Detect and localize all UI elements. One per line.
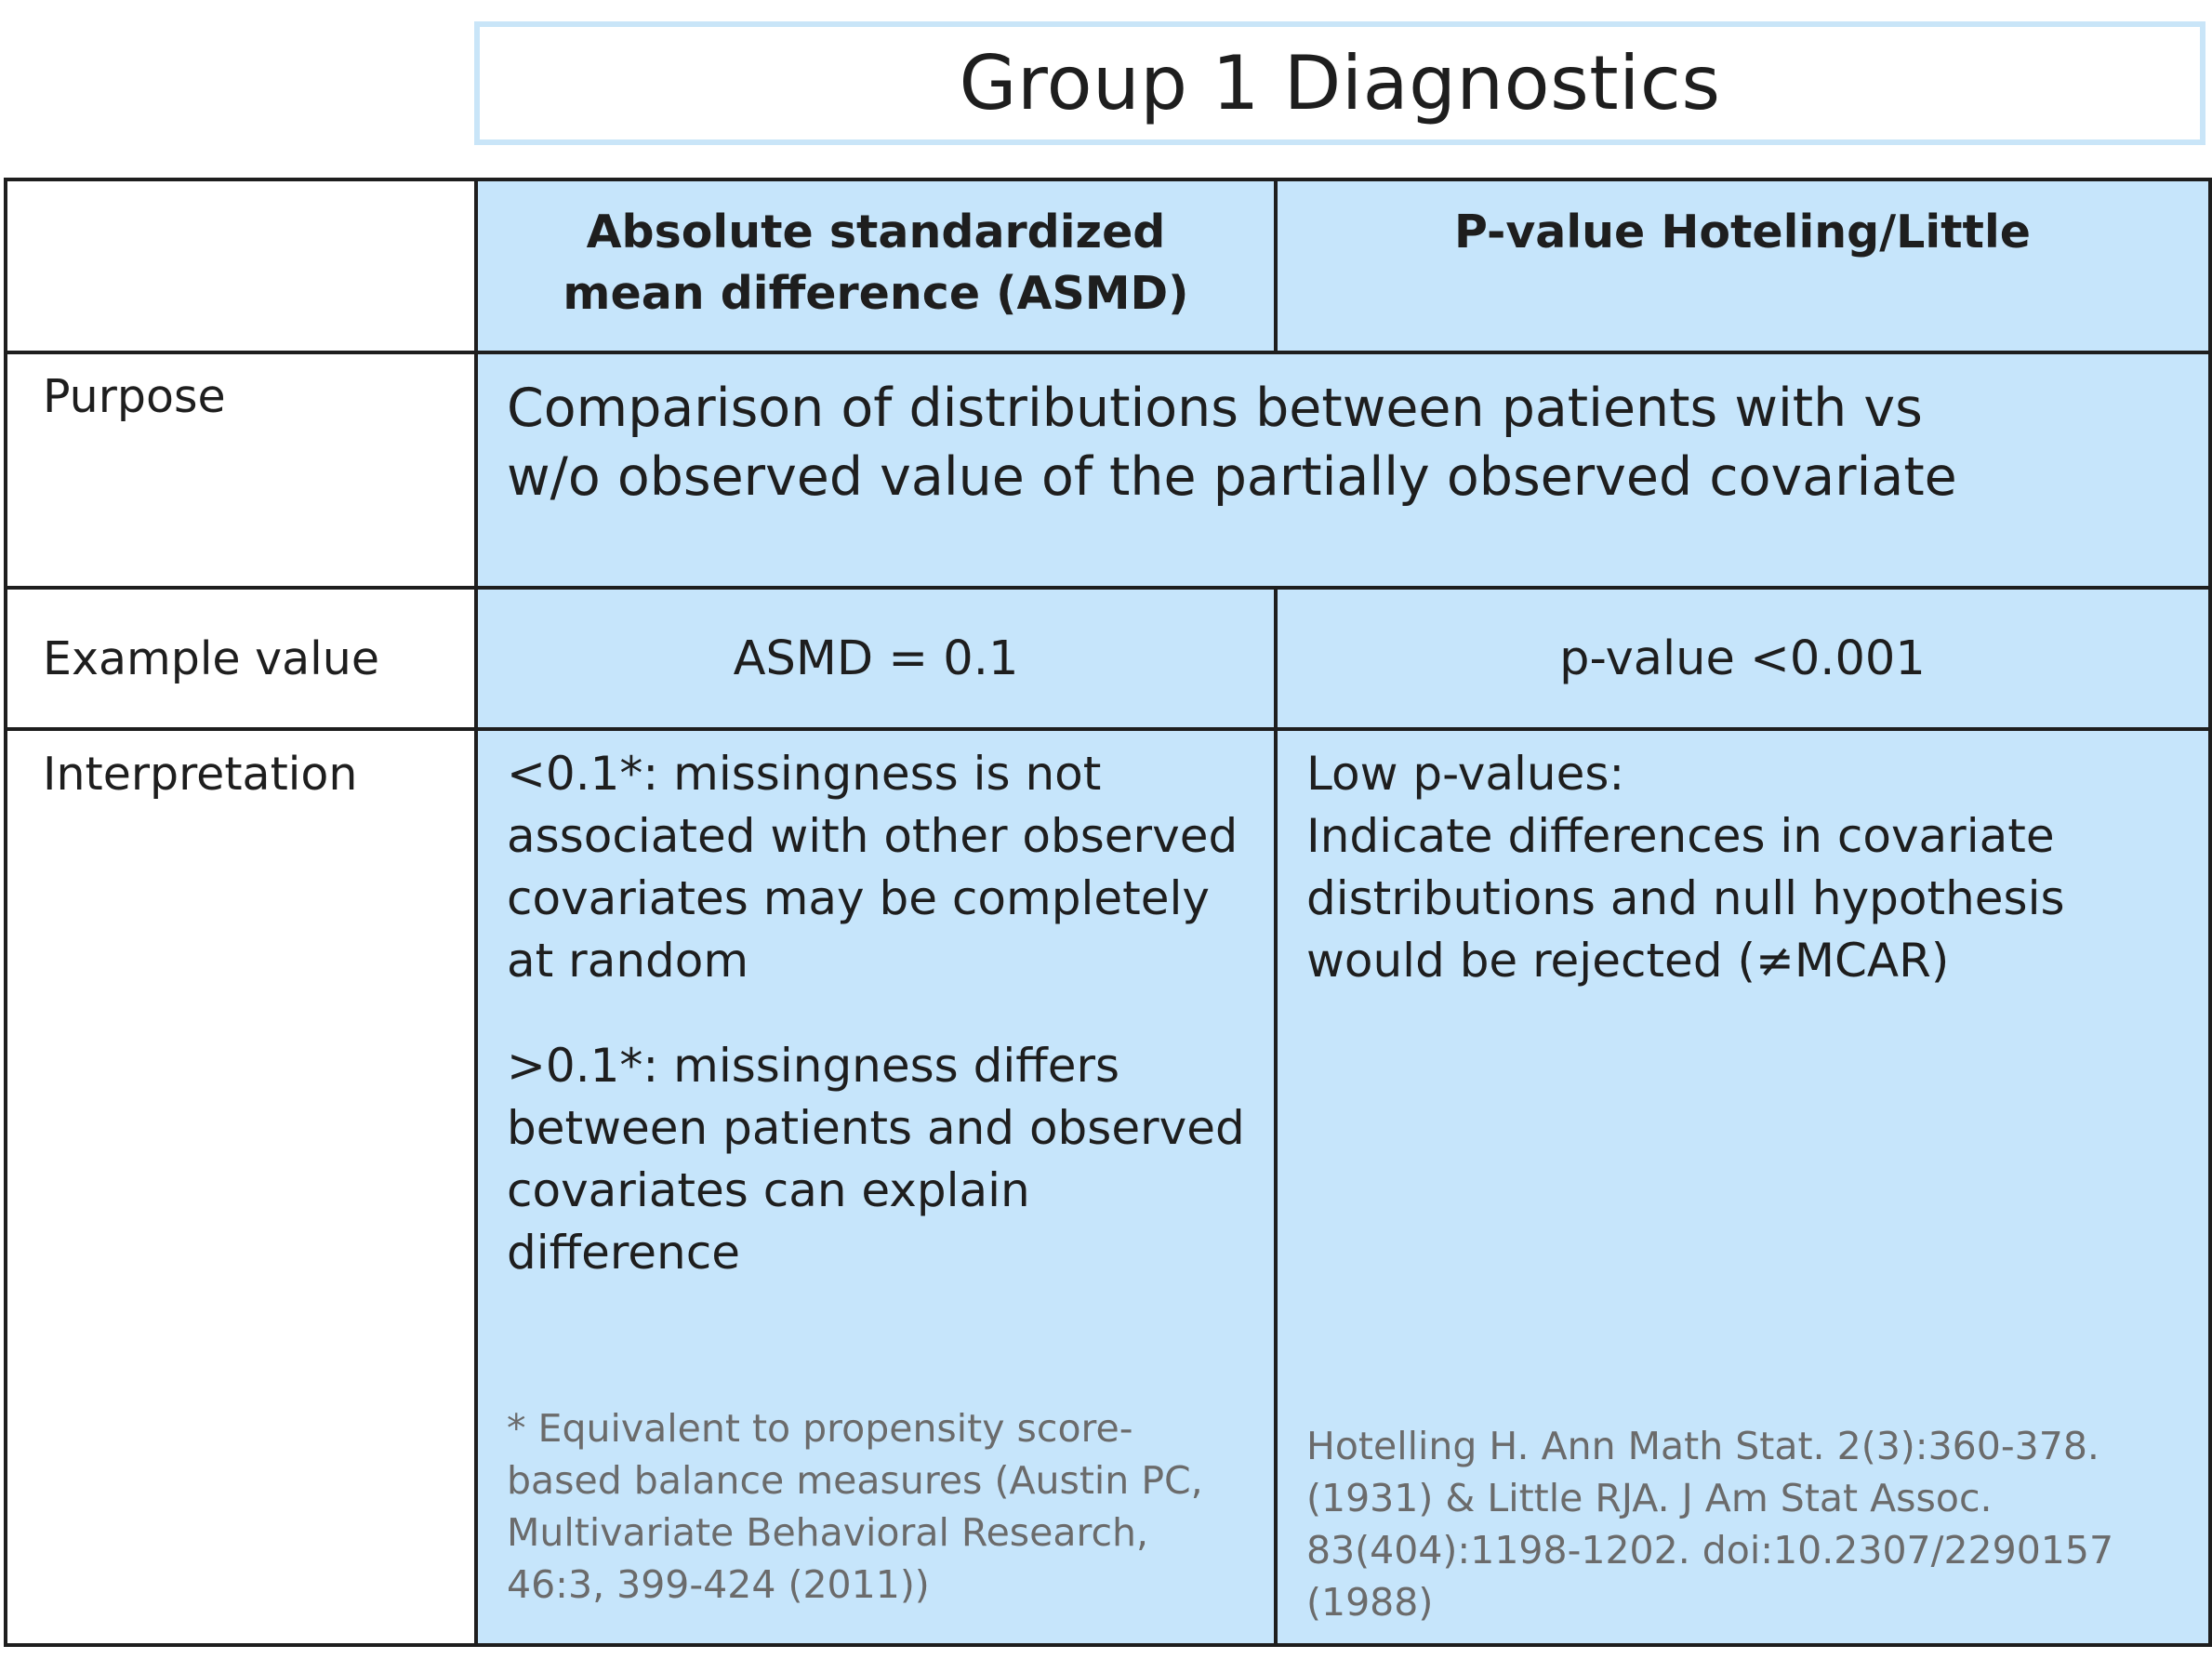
purpose-label: Purpose (43, 370, 226, 423)
grid-line-top (4, 178, 2212, 181)
purpose-text: Comparison of distributions between pati… (507, 378, 1957, 508)
grid-line-right (2208, 178, 2212, 1647)
header-asmd: Absolute standardized mean difference (A… (476, 181, 1276, 352)
grid-line-bottom (4, 1643, 2212, 1647)
table-fill (476, 181, 2209, 1645)
row-label-purpose: Purpose (6, 352, 476, 588)
example-pvalue-value: p-value <0.001 (1559, 630, 1926, 686)
page-title-box: Group 1 Diagnostics (474, 21, 2205, 145)
grid-line-left (4, 178, 7, 1647)
grid-line-col1 (474, 178, 478, 1647)
grid-line-row2 (4, 586, 2212, 590)
grid-line-col2-body (1274, 586, 1278, 1647)
header-asmd-label: Absolute standardized mean difference (A… (563, 206, 1189, 320)
example-label: Example value (43, 631, 379, 685)
grid-line-row1 (4, 351, 2212, 354)
pvalue-title: Low p-values: (1306, 747, 1625, 801)
asmd-low-paragraph: <0.1*: missingness is not associated wit… (507, 743, 1260, 992)
interpretation-asmd-cell: <0.1*: missingness is not associated wit… (476, 729, 1276, 1645)
header-pvalue: P-value Hoteling/Little (1276, 181, 2209, 352)
example-asmd-cell: ASMD = 0.1 (476, 588, 1276, 729)
interpretation-label: Interpretation (43, 748, 358, 801)
asmd-footnote: * Equivalent to propensity score-based b… (507, 1406, 1203, 1607)
asmd-high-key: >0.1* (507, 1039, 643, 1093)
asmd-high-text: : missingness differs between patients a… (507, 1039, 1245, 1280)
pvalue-paragraph: Low p-values: Indicate differences in cov… (1306, 743, 2125, 992)
page-title: Group 1 Diagnostics (959, 40, 1721, 126)
example-pvalue-cell: p-value <0.001 (1276, 588, 2209, 729)
grid-line-row3 (4, 727, 2212, 731)
grid-line-col2-header (1274, 178, 1278, 352)
pvalue-reference: Hotelling H. Ann Math Stat. 2(3):360-378… (1306, 1424, 2114, 1625)
row-label-example: Example value (6, 588, 476, 729)
asmd-low-text: : missingness is not associated with oth… (507, 747, 1238, 988)
asmd-low-key: <0.1* (507, 747, 643, 801)
asmd-high-paragraph: >0.1*: missingness differs between patie… (507, 1035, 1260, 1284)
row-label-interpretation: Interpretation (6, 729, 476, 1645)
purpose-cell: Comparison of distributions between pati… (476, 352, 2209, 588)
interpretation-pvalue-cell: Low p-values: Indicate differences in cov… (1276, 729, 2209, 1645)
header-pvalue-label: P-value Hoteling/Little (1453, 206, 2032, 259)
pvalue-text: Indicate differences in covariate distri… (1306, 809, 2065, 988)
example-asmd-value: ASMD = 0.1 (733, 630, 1019, 686)
